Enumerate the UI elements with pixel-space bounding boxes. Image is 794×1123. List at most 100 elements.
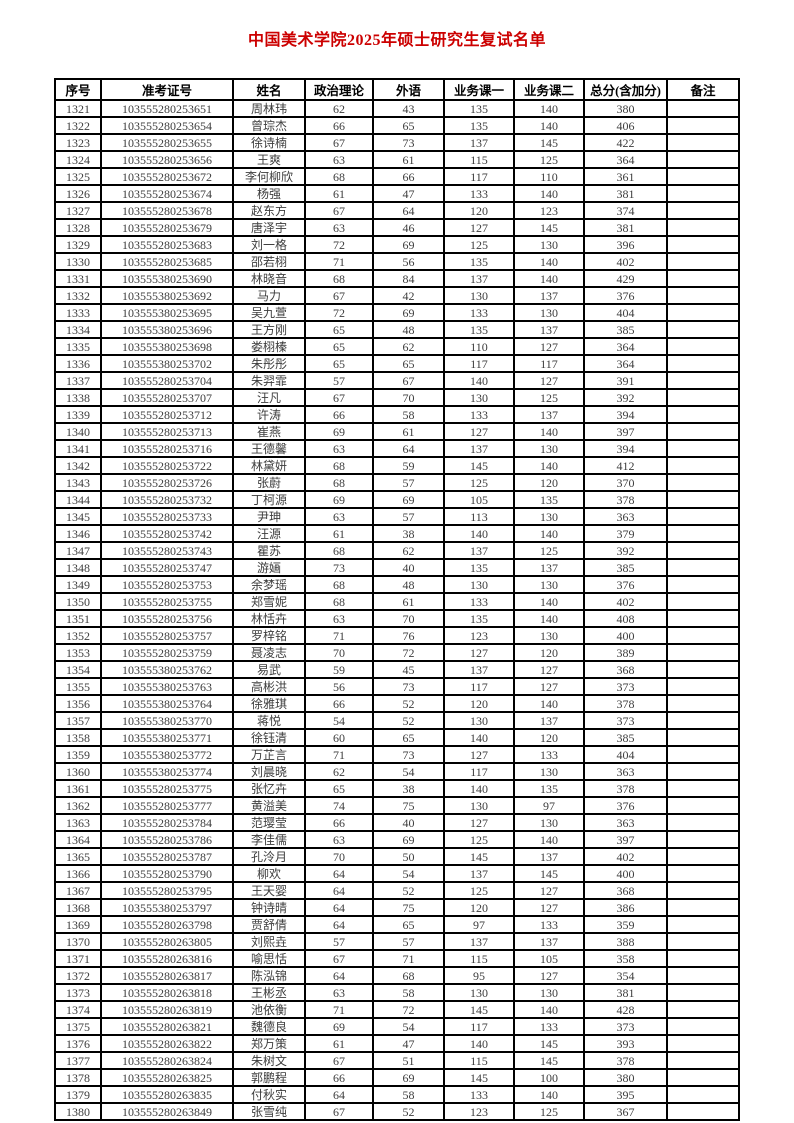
cell-name: 易武	[232, 660, 306, 679]
cell-remark	[666, 388, 740, 407]
cell-index: 1372	[54, 966, 102, 985]
table-row: 1372 103555280263817 陈泓锦 64 68 95 127 354	[54, 966, 740, 985]
cell-remark	[666, 541, 740, 560]
cell-index: 1340	[54, 422, 102, 441]
cell-foreign-language: 45	[372, 660, 445, 679]
cell-total-score: 379	[583, 524, 668, 543]
cell-index: 1358	[54, 728, 102, 747]
cell-index: 1324	[54, 150, 102, 169]
cell-name: 王方刚	[232, 320, 306, 339]
cell-index: 1355	[54, 677, 102, 696]
cell-total-score: 378	[583, 490, 668, 509]
cell-index: 1327	[54, 201, 102, 220]
cell-ticket-number: 103555280253712	[100, 405, 234, 424]
column-header-index: 序号	[54, 78, 102, 101]
cell-course-two: 127	[513, 898, 585, 917]
cell-course-two: 97	[513, 796, 585, 815]
cell-remark	[666, 694, 740, 713]
cell-foreign-language: 40	[372, 813, 445, 832]
cell-index: 1350	[54, 592, 102, 611]
column-header-foreign-language: 外语	[372, 78, 445, 101]
cell-total-score: 395	[583, 1085, 668, 1104]
cell-index: 1322	[54, 116, 102, 135]
cell-politics: 72	[304, 235, 374, 254]
cell-index: 1347	[54, 541, 102, 560]
cell-foreign-language: 48	[372, 575, 445, 594]
cell-total-score: 385	[583, 320, 668, 339]
cell-course-one: 135	[443, 609, 515, 628]
cell-name: 张雪纯	[232, 1102, 306, 1121]
cell-politics: 68	[304, 575, 374, 594]
cell-politics: 66	[304, 1068, 374, 1087]
cell-index: 1337	[54, 371, 102, 390]
cell-foreign-language: 58	[372, 983, 445, 1002]
cell-name: 王爽	[232, 150, 306, 169]
cell-remark	[666, 167, 740, 186]
cell-course-two: 140	[513, 456, 585, 475]
cell-name: 钟诗晴	[232, 898, 306, 917]
cell-total-score: 394	[583, 439, 668, 458]
cell-total-score: 364	[583, 150, 668, 169]
cell-remark	[666, 286, 740, 305]
cell-course-one: 115	[443, 150, 515, 169]
cell-index: 1361	[54, 779, 102, 798]
cell-total-score: 422	[583, 133, 668, 152]
cell-course-one: 117	[443, 762, 515, 781]
cell-total-score: 400	[583, 864, 668, 883]
cell-index: 1357	[54, 711, 102, 730]
cell-course-two: 130	[513, 235, 585, 254]
cell-total-score: 358	[583, 949, 668, 968]
cell-remark	[666, 1102, 740, 1121]
cell-course-one: 117	[443, 167, 515, 186]
cell-total-score: 404	[583, 745, 668, 764]
cell-index: 1352	[54, 626, 102, 645]
cell-ticket-number: 103555280253742	[100, 524, 234, 543]
cell-foreign-language: 70	[372, 388, 445, 407]
cell-remark	[666, 303, 740, 322]
cell-remark	[666, 864, 740, 883]
cell-index: 1343	[54, 473, 102, 492]
cell-politics: 69	[304, 490, 374, 509]
cell-total-score: 364	[583, 354, 668, 373]
cell-ticket-number: 103555280253732	[100, 490, 234, 509]
cell-foreign-language: 69	[372, 303, 445, 322]
cell-name: 王天婴	[232, 881, 306, 900]
cell-foreign-language: 65	[372, 116, 445, 135]
cell-index: 1368	[54, 898, 102, 917]
cell-course-one: 130	[443, 286, 515, 305]
cell-remark	[666, 235, 740, 254]
table-row: 1371 103555280263816 喻思恬 67 71 115 105 358	[54, 949, 740, 968]
cell-name: 池依衡	[232, 1000, 306, 1019]
cell-politics: 60	[304, 728, 374, 747]
cell-politics: 62	[304, 762, 374, 781]
cell-politics: 64	[304, 864, 374, 883]
cell-name: 周林玮	[232, 99, 306, 118]
document-page: 中国美术学院2025年硕士研究生复试名单 序号 准考证号 姓名 政治理论 外语 业务课一业…	[0, 26, 794, 1123]
cell-remark	[666, 983, 740, 1002]
cell-name: 孔泠月	[232, 847, 306, 866]
cell-foreign-language: 57	[372, 473, 445, 492]
cell-remark	[666, 881, 740, 900]
cell-politics: 67	[304, 388, 374, 407]
cell-index: 1367	[54, 881, 102, 900]
cell-foreign-language: 69	[372, 830, 445, 849]
cell-politics: 63	[304, 439, 374, 458]
cell-name: 郑万策	[232, 1034, 306, 1053]
cell-politics: 67	[304, 949, 374, 968]
table-row: 1324 103555280253656 王爽 63 61 115 125 364	[54, 150, 740, 169]
table-row: 1334 103555380253696 王方刚 65 48 135 137 385	[54, 320, 740, 339]
cell-index: 1323	[54, 133, 102, 152]
cell-ticket-number: 103555380253692	[100, 286, 234, 305]
table-row: 1355 103555380253763 高彬洪 56 73 117 127 373	[54, 677, 740, 696]
cell-total-score: 400	[583, 626, 668, 645]
cell-foreign-language: 47	[372, 1034, 445, 1053]
cell-remark	[666, 745, 740, 764]
cell-politics: 65	[304, 354, 374, 373]
cell-foreign-language: 58	[372, 1085, 445, 1104]
cell-total-score: 354	[583, 966, 668, 985]
cell-remark	[666, 847, 740, 866]
table-row: 1335 103555380253698 娄栩榛 65 62 110 127 364	[54, 337, 740, 356]
cell-course-one: 127	[443, 218, 515, 237]
cell-course-one: 130	[443, 983, 515, 1002]
cell-ticket-number: 103555280253672	[100, 167, 234, 186]
